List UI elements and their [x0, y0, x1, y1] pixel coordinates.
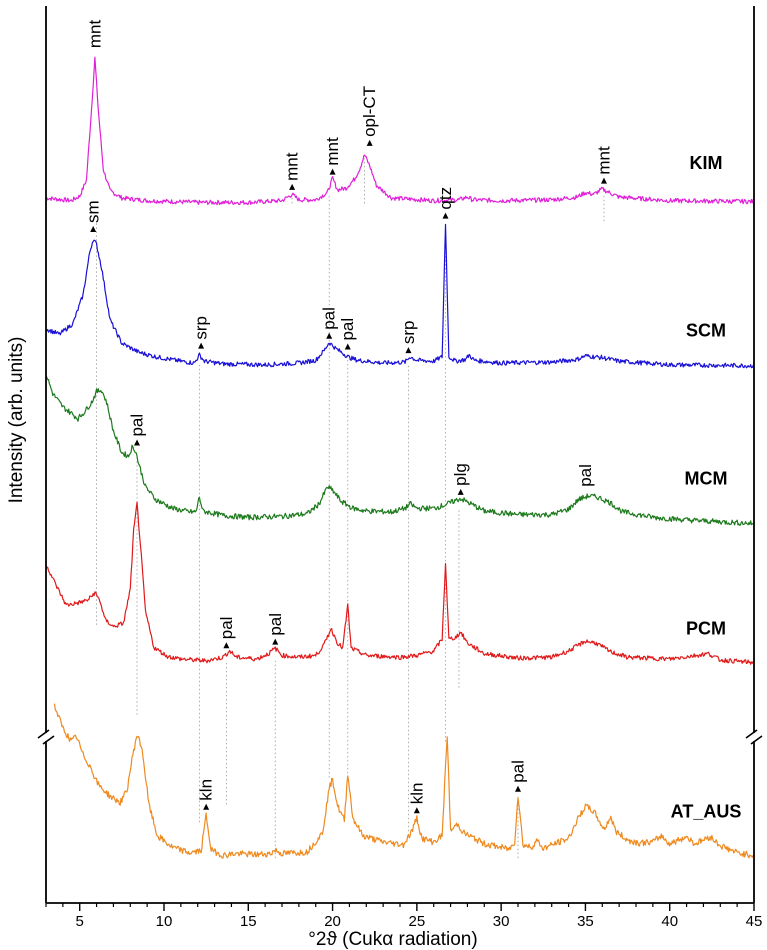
x-tick-label: 15 — [240, 913, 257, 930]
peak-label: kln — [197, 779, 216, 801]
peak-label: plg — [451, 463, 470, 486]
axis-break-mark — [42, 735, 55, 745]
peak-arrow — [457, 488, 464, 495]
axis-break-gap — [748, 733, 760, 741]
x-tick-label: 25 — [409, 913, 426, 930]
sample-label: SCM — [686, 321, 726, 341]
axis-break-mark — [37, 729, 50, 739]
x-tick-label: 20 — [324, 913, 341, 930]
axis-break-mark — [750, 735, 763, 745]
peak-label: mnt — [85, 20, 104, 49]
peak-label: pal — [576, 464, 595, 487]
peak-arrow — [600, 177, 607, 184]
x-tick-label: 30 — [493, 913, 510, 930]
peak-arrow — [203, 803, 210, 810]
peak-label: opl-CT — [360, 86, 379, 137]
x-axis-label: °2ϑ (Cukα radiation) — [308, 929, 477, 950]
x-tick-label: 35 — [577, 913, 594, 930]
peak-arrow — [326, 332, 333, 339]
sample-label: PCM — [686, 619, 726, 639]
peak-arrow — [289, 183, 296, 190]
diffraction-patterns — [45, 56, 755, 859]
sample-label: MCM — [685, 469, 728, 489]
peak-guide-lines — [96, 158, 605, 859]
x-tick-label: 40 — [661, 913, 678, 930]
peak-label: srp — [192, 316, 211, 340]
axis-break-gap — [40, 733, 52, 741]
peak-label: srp — [399, 321, 418, 345]
peak-arrow — [515, 785, 521, 792]
x-tick-label: 45 — [746, 913, 763, 930]
x-tick-label: 10 — [156, 913, 173, 930]
series-at-aus — [53, 703, 755, 859]
axes: 5 10 15 20 25 30 35 40 45 — [37, 6, 763, 930]
sample-label: KIM — [690, 153, 723, 173]
peak-label: qtz — [436, 187, 455, 210]
peak-label: pal — [338, 318, 357, 341]
peak-label: pal — [128, 414, 147, 437]
peak-arrow — [442, 212, 449, 219]
peak-arrow — [329, 168, 336, 175]
peak-arrow — [223, 642, 230, 649]
y-axis-label: Intensity (arb. units) — [6, 337, 27, 504]
peak-label: pal — [266, 613, 285, 636]
peak-label: pal — [320, 307, 339, 330]
peak-arrow — [366, 139, 373, 146]
peak-label: pal — [217, 617, 236, 640]
peak-arrow — [134, 439, 141, 446]
peak-arrow — [344, 343, 351, 350]
series-kim — [45, 56, 755, 206]
peak-arrow — [198, 342, 205, 349]
peak-label: mnt — [594, 146, 613, 175]
series-pcm — [45, 501, 755, 665]
peak-label: kln — [407, 783, 426, 805]
peak-arrow — [413, 807, 420, 814]
peak-label: pal — [509, 760, 528, 783]
series-scm — [45, 223, 755, 369]
peak-arrow — [272, 638, 279, 645]
peak-arrow — [405, 347, 412, 354]
peak-label: sm — [84, 200, 103, 223]
x-tick-label: 5 — [76, 913, 84, 930]
peak-label: mnt — [323, 137, 342, 166]
sample-label: AT_AUS — [671, 802, 742, 822]
sample-labels: KIM SCM MCM PCM AT_AUS — [671, 153, 742, 822]
series-mcm — [45, 375, 755, 526]
peak-label: mnt — [283, 152, 302, 181]
peak-arrow — [90, 226, 97, 233]
axis-break-mark — [745, 729, 758, 739]
